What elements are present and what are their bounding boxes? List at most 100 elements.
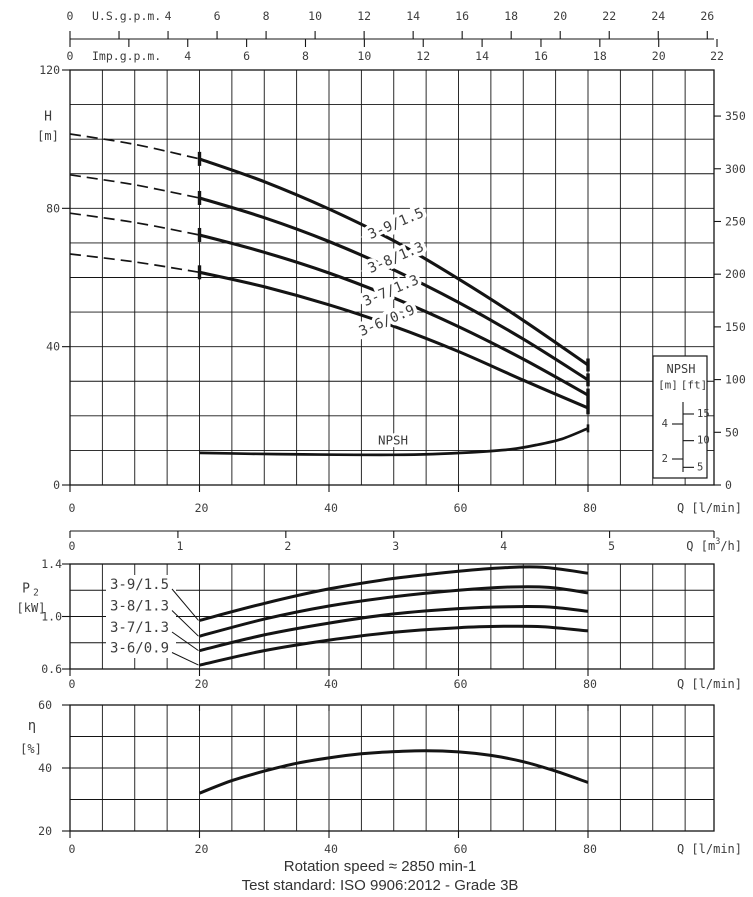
- imp-gpm-tick-label: 0: [67, 49, 74, 63]
- legend-leader: [171, 652, 199, 666]
- eta-tick-label: 20: [38, 824, 52, 838]
- efficiency-curve: [198, 749, 589, 795]
- m3h-tick-label: 1: [176, 539, 183, 553]
- npsh-inset-unit-ft: [ft]: [681, 379, 708, 392]
- head-curve-3-9-1-5: [198, 157, 589, 367]
- curve-label-3-9-1-5: 3-9/1.5: [366, 205, 427, 243]
- head-chart: 0 40 80 120 H [m] 0 50 100 150 200 250 300 350 0 20 40 60…: [37, 63, 746, 515]
- p2-tick-label: 1.4: [41, 557, 62, 571]
- legend-leader: [171, 610, 199, 637]
- x-tick-label: 80: [583, 842, 597, 856]
- power-legend-3-8-1-3: 3-8/1.3: [110, 599, 169, 615]
- imp-gpm-axis-title: Imp.g.p.m.: [92, 49, 161, 63]
- ft-tick-label: 300: [725, 162, 746, 176]
- npsh-inset-title: NPSH: [667, 362, 696, 376]
- q-lmin-axis-unit: Q [l/min]: [677, 501, 742, 515]
- imp-gpm-tick-label: 22: [710, 49, 724, 63]
- npsh-ft-tick-label: 5: [697, 461, 703, 473]
- x-tick-label: 20: [195, 501, 209, 515]
- us-gpm-tick-label: 6: [214, 9, 221, 23]
- us-gpm-tick-label: 10: [308, 9, 322, 23]
- m3h-tick-label: 0: [69, 539, 76, 553]
- eta-tick-label: 40: [38, 761, 52, 775]
- power-curve-3-9-1-5: [199, 565, 589, 622]
- h-axis-unit: [m]: [37, 129, 59, 143]
- us-gpm-tick-label: 26: [700, 9, 714, 23]
- power-curve-3-6-0-9: [199, 624, 589, 667]
- npsh-ft-tick-label: 10: [697, 435, 710, 447]
- x-tick-label: 0: [69, 501, 76, 515]
- h-tick-label: 120: [39, 63, 60, 77]
- npsh-m-tick-label: 4: [662, 418, 668, 430]
- rotation-speed-caption: Rotation speed ≈ 2850 min-1: [283, 858, 477, 875]
- head-curve-3-8-1-3: [199, 196, 589, 382]
- npsh-ft-tick-label: 15: [697, 408, 710, 420]
- h-tick-label: 0: [53, 478, 60, 492]
- x-tick-label: 40: [324, 677, 338, 691]
- h-tick-label: 80: [46, 201, 60, 215]
- legend-leader: [171, 588, 199, 621]
- q-m3h-axis-unit: Q [m3/h]: [686, 537, 742, 553]
- npsh-m-tick-label: 2: [662, 453, 668, 465]
- gpm-axes: U.S.g.p.m. 0 4 6 8 10 12 14 16 18 20 22 24 26 Imp.g.p.…: [67, 9, 724, 63]
- ft-tick-label: 50: [725, 425, 739, 439]
- us-gpm-tick-label: 24: [651, 9, 665, 23]
- p2-tick-label: 1.0: [41, 610, 62, 624]
- us-gpm-tick-label: 22: [602, 9, 616, 23]
- m3h-axis: 0 1 2 3 4 5 Q [m3/h]: [69, 530, 742, 553]
- x-tick-label: 60: [454, 501, 468, 515]
- ft-tick-label: 200: [725, 267, 746, 281]
- p2-tick-label: 0.6: [41, 662, 62, 676]
- legend-leader: [171, 631, 199, 652]
- x-tick-label: 0: [69, 677, 76, 691]
- imp-gpm-tick-label: 18: [593, 49, 607, 63]
- h-tick-label: 40: [46, 340, 60, 354]
- eta-tick-label: 60: [38, 698, 52, 712]
- npsh-inset: NPSH [m] [ft] 2 4 5 10 15: [652, 355, 710, 479]
- npsh-inset-box: [652, 355, 708, 479]
- us-gpm-tick-label: 18: [504, 9, 518, 23]
- power-curve-3-8-1-3: [199, 585, 589, 638]
- plot-border: [69, 69, 715, 486]
- ft-tick-label: 0: [725, 478, 732, 492]
- p2-axis-unit: [kW]: [17, 601, 46, 615]
- eta-axis-name: η: [28, 718, 36, 734]
- x-tick-label: 20: [195, 677, 209, 691]
- imp-gpm-tick-label: 4: [184, 49, 191, 63]
- x-tick-label: 20: [195, 842, 209, 856]
- m3h-tick-label: 4: [500, 539, 507, 553]
- ft-tick-label: 100: [725, 373, 746, 387]
- imp-gpm-tick-label: 6: [243, 49, 250, 63]
- imp-gpm-tick-label: 14: [475, 49, 489, 63]
- npsh-curve-label: NPSH: [378, 433, 408, 448]
- power-chart: 0.6 1.0 1.4 P 2 [kW] 0 20 40 60 80 Q [l/min] 3-9/1.5…: [17, 557, 742, 691]
- power-legend-3-6-0-9: 3-6/0.9: [110, 641, 169, 657]
- us-gpm-tick-label: 12: [357, 9, 371, 23]
- m3h-tick-label: 5: [608, 539, 615, 553]
- power-legend-3-9-1-5: 3-9/1.5: [110, 577, 169, 593]
- x-tick-label: 40: [324, 842, 338, 856]
- q-lmin-axis-unit: Q [l/min]: [677, 677, 742, 691]
- us-gpm-axis-title: U.S.g.p.m.: [92, 9, 161, 23]
- x-tick-label: 80: [583, 501, 597, 515]
- power-legend-bg: [106, 575, 176, 658]
- x-tick-label: 40: [324, 501, 338, 515]
- test-standard-caption: Test standard: ISO 9906:2012 - Grade 3B: [241, 877, 519, 894]
- h-axis-name: H: [44, 110, 52, 125]
- us-gpm-tick-label: 8: [263, 9, 270, 23]
- m3h-tick-label: 2: [284, 539, 291, 553]
- eta-axis-unit: [%]: [20, 742, 42, 756]
- m3h-tick-label: 3: [392, 539, 399, 553]
- p2-axis-name-sub: 2: [33, 588, 39, 599]
- npsh-inset-unit-m: [m]: [658, 379, 678, 392]
- us-gpm-tick-label: 20: [553, 9, 567, 23]
- ft-tick-label: 250: [725, 214, 746, 228]
- power-curve-3-7-1-3: [199, 604, 589, 653]
- p2-axis-name: P: [22, 582, 30, 597]
- x-tick-label: 60: [454, 842, 468, 856]
- imp-gpm-tick-label: 12: [416, 49, 430, 63]
- power-legend-3-7-1-3: 3-7/1.3: [110, 620, 169, 636]
- ft-tick-label: 350: [725, 109, 746, 123]
